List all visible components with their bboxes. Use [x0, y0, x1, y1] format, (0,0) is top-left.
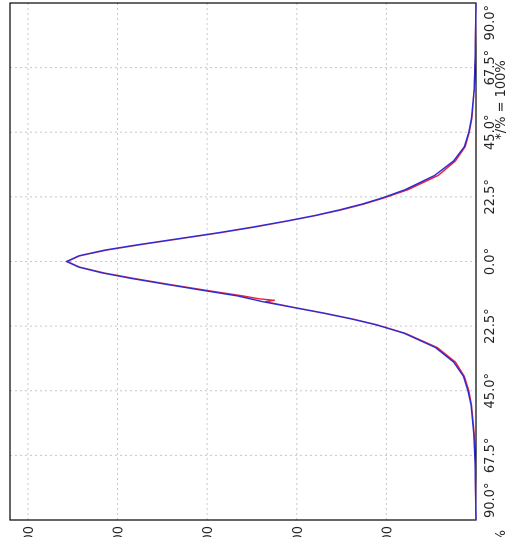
- angle-tick-label: 90.0°: [483, 483, 498, 518]
- value-axis-ticks: 1000 2000 3000 4000 5000: [22, 526, 395, 537]
- plot-frame: [9, 2, 477, 521]
- angle-tick-label: 22.5°: [483, 179, 498, 214]
- angle-tick-label: 67.5°: [483, 438, 498, 473]
- series-line-blue: [65, 2, 477, 521]
- grid: [10, 3, 476, 520]
- angle-axis-ticks: 90.0° 67.5° 45.0° 22.5° 0.0° 22.5° 45.0° 67.5° 9…: [483, 5, 498, 518]
- angle-tick-label: 45.0°: [483, 373, 498, 408]
- edge-label-right: */% = 100%: [494, 60, 509, 140]
- angle-tick-label: 45.0°: [483, 115, 498, 150]
- value-tick-label: 1000: [380, 526, 395, 537]
- angle-tick-label: 0.0°: [483, 248, 498, 275]
- value-tick-label: 2000: [291, 526, 306, 537]
- value-tick-label: 4000: [112, 526, 127, 537]
- angle-tick-label: 22.5°: [483, 308, 498, 343]
- value-tick-label: 5000: [22, 526, 37, 537]
- angle-tick-label: 90.0°: [483, 5, 498, 40]
- angle-tick-label: 67.5°: [483, 50, 498, 85]
- value-tick-label: 3000: [201, 526, 216, 537]
- series-layer: [65, 2, 477, 521]
- edge-label-left: */%: [494, 530, 509, 537]
